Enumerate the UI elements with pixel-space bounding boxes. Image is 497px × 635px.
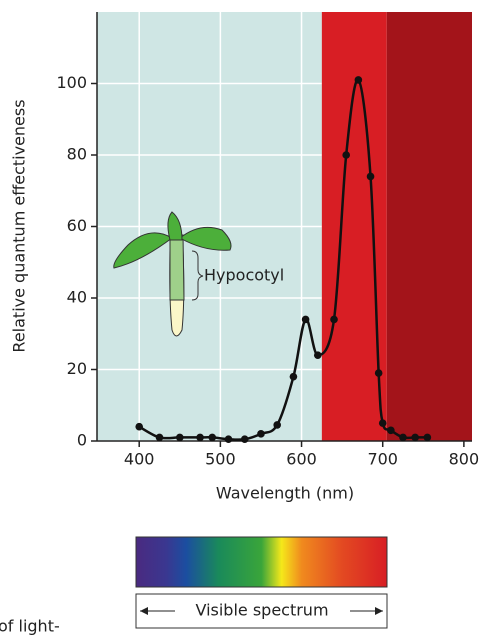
data-point bbox=[378, 419, 387, 427]
y-tick-label: 0 bbox=[77, 431, 87, 450]
annotation: Hypocotyl bbox=[204, 266, 284, 285]
data-point bbox=[196, 433, 204, 442]
data-point bbox=[374, 369, 383, 377]
spectrum-label: Visible spectrum bbox=[195, 601, 328, 620]
data-point bbox=[135, 422, 144, 431]
x-tick-label: 600 bbox=[286, 450, 317, 469]
data-point bbox=[411, 433, 419, 442]
data-point bbox=[240, 435, 249, 444]
spectral-band bbox=[386, 12, 472, 441]
data-point bbox=[273, 421, 281, 429]
data-point bbox=[423, 433, 432, 442]
x-tick-label: 500 bbox=[205, 450, 236, 469]
data-point bbox=[354, 76, 363, 84]
y-axis-label: Relative quantum effectiveness bbox=[10, 99, 29, 352]
y-tick-label: 80 bbox=[67, 145, 87, 164]
arrow-head bbox=[375, 607, 383, 615]
spectrum-bar bbox=[135, 536, 388, 588]
data-point bbox=[399, 433, 407, 442]
data-point bbox=[387, 426, 395, 435]
data-point bbox=[208, 433, 217, 442]
data-point bbox=[289, 372, 298, 381]
seedling bbox=[113, 211, 232, 337]
y-tick-label: 100 bbox=[56, 73, 87, 92]
data-point bbox=[224, 435, 233, 444]
spectrum-label-box bbox=[135, 593, 388, 629]
x-tick-label: 800 bbox=[449, 450, 480, 469]
x-tick-label: 700 bbox=[367, 450, 398, 469]
data-point bbox=[313, 351, 322, 360]
spectral-band bbox=[321, 12, 387, 441]
data-point bbox=[342, 151, 350, 159]
y-tick-label: 40 bbox=[67, 288, 87, 307]
caption-fragment: of light- bbox=[0, 617, 60, 635]
data-point bbox=[366, 172, 375, 181]
data-point bbox=[175, 433, 184, 442]
data-point bbox=[301, 315, 310, 324]
data-point bbox=[155, 433, 164, 442]
arrow-head bbox=[140, 607, 148, 615]
data-point bbox=[330, 315, 338, 324]
y-tick-label: 60 bbox=[67, 216, 87, 235]
x-axis-label: Wavelength (nm) bbox=[216, 484, 354, 503]
y-tick-label: 20 bbox=[67, 359, 87, 378]
x-tick-label: 400 bbox=[124, 450, 155, 469]
data-point bbox=[257, 430, 265, 438]
